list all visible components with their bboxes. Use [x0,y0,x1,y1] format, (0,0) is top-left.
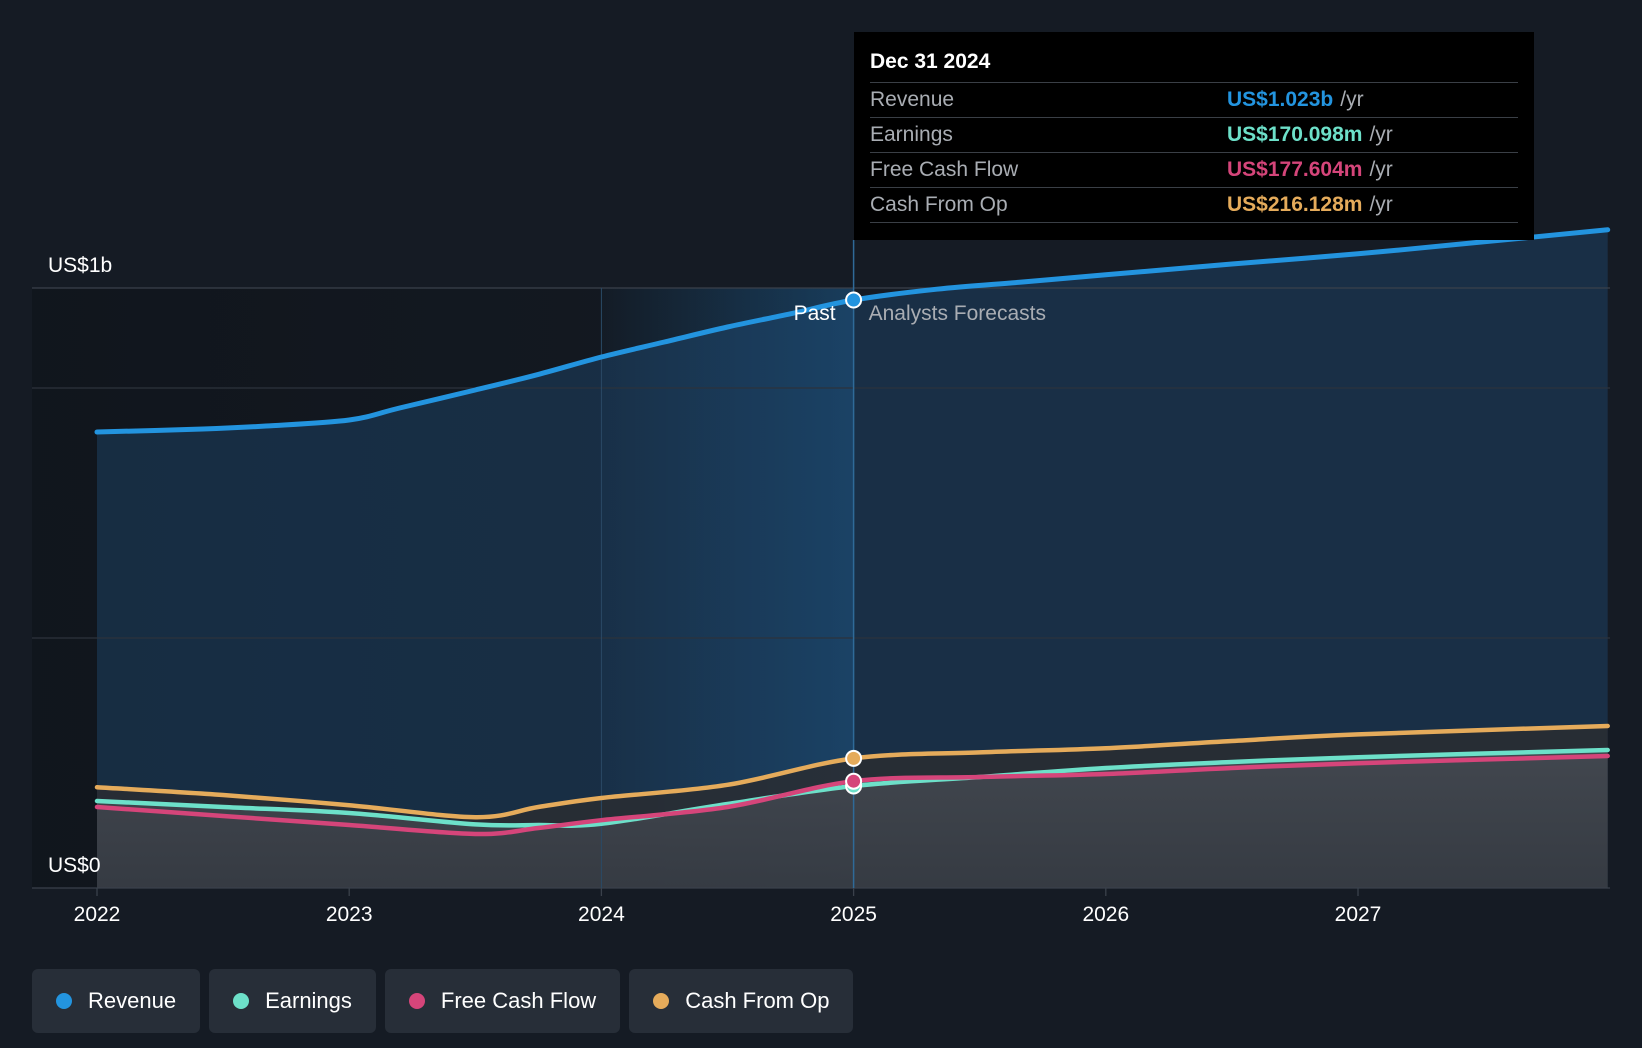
tooltip-label: Free Cash Flow [870,158,1019,181]
legend-item-revenue[interactable]: Revenue [32,969,201,1033]
free-cash-flow-line [94,753,1610,837]
past-label: Past [794,302,836,325]
tooltip-unit: /yr [1369,158,1393,181]
tooltip-row-earnings: Earnings US$170.098m /yr [870,118,1518,153]
tooltip-row-cash-from-op: Cash From Op US$216.128m /yr [870,188,1518,223]
legend-label: Cash From Op [685,988,830,1013]
legend-item-free-cash-flow[interactable]: Free Cash Flow [384,969,621,1033]
y-axis-label-top: US$1b [48,254,112,277]
earnings-area [97,750,1608,888]
legend-dot-icon [56,993,72,1009]
legend-item-earnings[interactable]: Earnings [209,969,376,1033]
tooltip: Dec 31 2024 Revenue US$1.023b /yr Earnin… [854,32,1534,240]
free-cash-flow-marker [845,772,863,790]
legend-item-cash-from-op[interactable]: Cash From Op [629,969,854,1033]
tooltip-value: US$216.128m [1227,193,1363,216]
tooltip-unit: /yr [1340,88,1364,111]
legend-dot-icon [233,993,250,1009]
tooltip-unit: /yr [1369,123,1393,146]
forecast-label: Analysts Forecasts [869,302,1046,325]
tooltip-label: Revenue [870,88,955,111]
tooltip-value: US$177.604m [1227,158,1363,181]
x-tick-label: 2027 [1335,903,1382,926]
revenue-area [97,229,1608,889]
legend-label: Earnings [265,988,352,1013]
legend-dot-icon [408,993,425,1009]
x-tick-label: 2024 [578,903,625,926]
x-tick-label: 2026 [1082,903,1129,926]
legend-label: Revenue [88,988,177,1013]
tooltip-value: US$170.098m [1227,123,1363,146]
legend: Revenue Earnings Free Cash Flow Cash Fro… [32,969,862,1033]
x-tick-label: 2023 [326,903,373,926]
revenue-marker [845,291,863,309]
legend-dot-icon [653,993,670,1009]
cash-from-op-line [94,723,1610,820]
y-axis-label-bottom: US$0 [48,854,101,877]
tooltip-label: Earnings [870,123,953,146]
x-tick-label: 2025 [830,903,877,926]
tooltip-value: US$1.023b [1227,88,1334,111]
cash-from-op-marker [845,749,863,767]
tooltip-row-revenue: Revenue US$1.023b /yr [870,83,1518,118]
tooltip-date: Dec 31 2024 [870,46,1518,83]
tooltip-unit: /yr [1369,193,1393,216]
revenue-line [94,227,1611,435]
tooltip-label: Cash From Op [870,193,1008,216]
tooltip-row-free-cash-flow: Free Cash Flow US$177.604m /yr [870,153,1518,188]
legend-label: Free Cash Flow [440,988,597,1013]
x-tick-label: 2022 [74,903,121,926]
